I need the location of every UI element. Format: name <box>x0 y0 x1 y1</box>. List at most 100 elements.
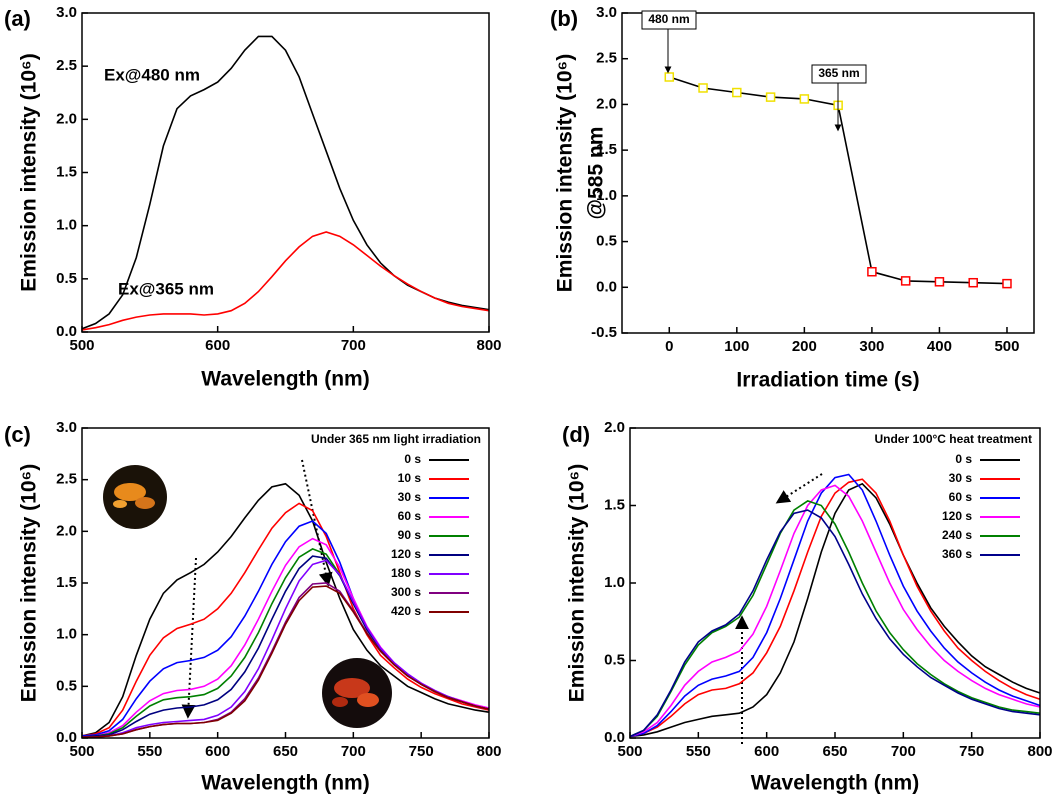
series-line <box>629 482 1041 738</box>
y-tick-label: 0.0 <box>56 729 77 746</box>
series-line <box>81 231 490 331</box>
series-line <box>629 478 1041 738</box>
y-tick-label: 2.5 <box>56 57 77 74</box>
y-tick-label: 0.0 <box>596 278 617 295</box>
inset-photo <box>103 465 167 529</box>
y-tick-label: 1.0 <box>56 626 77 643</box>
series-line <box>629 500 1041 738</box>
marker <box>698 83 708 93</box>
x-tick-label: 750 <box>409 743 434 760</box>
marker <box>900 276 911 286</box>
legend-label: 0 s <box>404 452 421 466</box>
legend-label: 90 s <box>398 528 422 542</box>
annotation: 480 nm <box>648 12 689 26</box>
y-tick-label: 0.0 <box>56 323 77 340</box>
legend-label: 300 s <box>391 585 421 599</box>
series-line <box>81 482 490 737</box>
x-axis-label: Irradiation time (s) <box>736 369 919 392</box>
series-label: Ex@480 nm <box>104 65 200 84</box>
y-tick-label: 1.0 <box>604 574 625 591</box>
x-tick-label: 700 <box>891 743 916 760</box>
x-tick-label: 800 <box>476 337 501 354</box>
series-line <box>629 484 1041 738</box>
y-tick-label: 0.5 <box>56 270 77 287</box>
y-axis-label: Emission intensity (10⁶) <box>554 54 577 292</box>
x-tick-label: 400 <box>927 338 952 355</box>
series-line <box>81 520 490 737</box>
y-tick-label: 3.0 <box>56 4 77 21</box>
y-tick-label: 0.5 <box>56 677 77 694</box>
y-axis-label: Emission intensity (10⁶) <box>18 464 41 702</box>
legend-label: 0 s <box>955 452 972 466</box>
x-tick-label: 600 <box>205 743 230 760</box>
legend-label: 120 s <box>942 509 972 523</box>
y-tick-label: 3.0 <box>56 419 77 436</box>
x-tick-label: 800 <box>476 743 501 760</box>
trend-arrow <box>775 473 823 504</box>
series-line <box>629 509 1041 738</box>
x-tick-label: 550 <box>137 743 162 760</box>
series-line <box>81 548 490 738</box>
inset-photo <box>322 658 392 728</box>
x-tick-label: 700 <box>341 743 366 760</box>
y-tick-label: 2.5 <box>56 471 77 488</box>
series-line <box>81 502 490 737</box>
series-line <box>82 585 490 738</box>
y-axis-label: Emission intensity (10⁶) <box>566 464 589 702</box>
x-axis-label: Wavelength (nm) <box>751 772 919 795</box>
marker <box>799 94 810 104</box>
y-axis-label: @585 nm <box>585 127 608 220</box>
y-tick-label: 1.5 <box>56 163 77 180</box>
y-tick-label: 1.0 <box>56 217 77 234</box>
annotation-box <box>641 10 697 30</box>
plot-frame <box>81 427 490 739</box>
plot-frame <box>81 12 490 333</box>
legend-title: Under 365 nm light irradiation <box>311 432 481 446</box>
x-axis-label: Wavelength (nm) <box>201 772 369 795</box>
marker <box>664 72 675 82</box>
series-line <box>82 582 490 738</box>
x-tick-label: 200 <box>792 338 817 355</box>
marker <box>934 277 945 287</box>
series-label: Ex@365 nm <box>118 279 214 298</box>
y-tick-label: 1.5 <box>596 141 617 158</box>
marker <box>765 92 776 102</box>
x-tick-label: 500 <box>994 338 1019 355</box>
annotation-box <box>811 64 867 84</box>
marker <box>732 87 742 98</box>
legend-label: 120 s <box>391 547 421 561</box>
y-tick-label: 2.5 <box>596 50 617 67</box>
x-tick-label: 650 <box>822 743 847 760</box>
y-tick-label: 0.5 <box>596 233 617 250</box>
x-tick-label: 800 <box>1027 743 1052 760</box>
y-tick-label: 2.0 <box>56 522 77 539</box>
marker <box>867 266 877 277</box>
panel-label: (a) <box>4 6 31 31</box>
y-tick-label: 0.0 <box>604 729 625 746</box>
y-tick-label: 3.0 <box>596 4 617 21</box>
panel-label: (c) <box>4 422 31 447</box>
legend-label: 180 s <box>391 566 421 580</box>
x-tick-label: 500 <box>69 337 94 354</box>
y-tick-label: -0.5 <box>591 324 617 341</box>
annotation: 365 nm <box>818 66 859 80</box>
plot-frame <box>629 427 1041 739</box>
y-tick-label: 1.5 <box>604 496 625 513</box>
x-tick-label: 750 <box>959 743 984 760</box>
y-tick-label: 2.0 <box>56 110 77 127</box>
x-tick-label: 0 <box>665 338 673 355</box>
series-line <box>82 559 490 738</box>
x-tick-label: 500 <box>617 743 642 760</box>
y-tick-label: 2.0 <box>596 95 617 112</box>
x-tick-label: 300 <box>859 338 884 355</box>
x-tick-label: 700 <box>341 337 366 354</box>
x-tick-label: 600 <box>754 743 779 760</box>
legend-label: 30 s <box>949 471 973 485</box>
y-tick-label: 0.5 <box>604 651 625 668</box>
panel-label: (d) <box>562 422 590 447</box>
y-tick-label: 1.0 <box>596 187 617 204</box>
x-tick-label: 550 <box>686 743 711 760</box>
x-tick-label: 100 <box>724 338 749 355</box>
x-tick-label: 600 <box>205 337 230 354</box>
